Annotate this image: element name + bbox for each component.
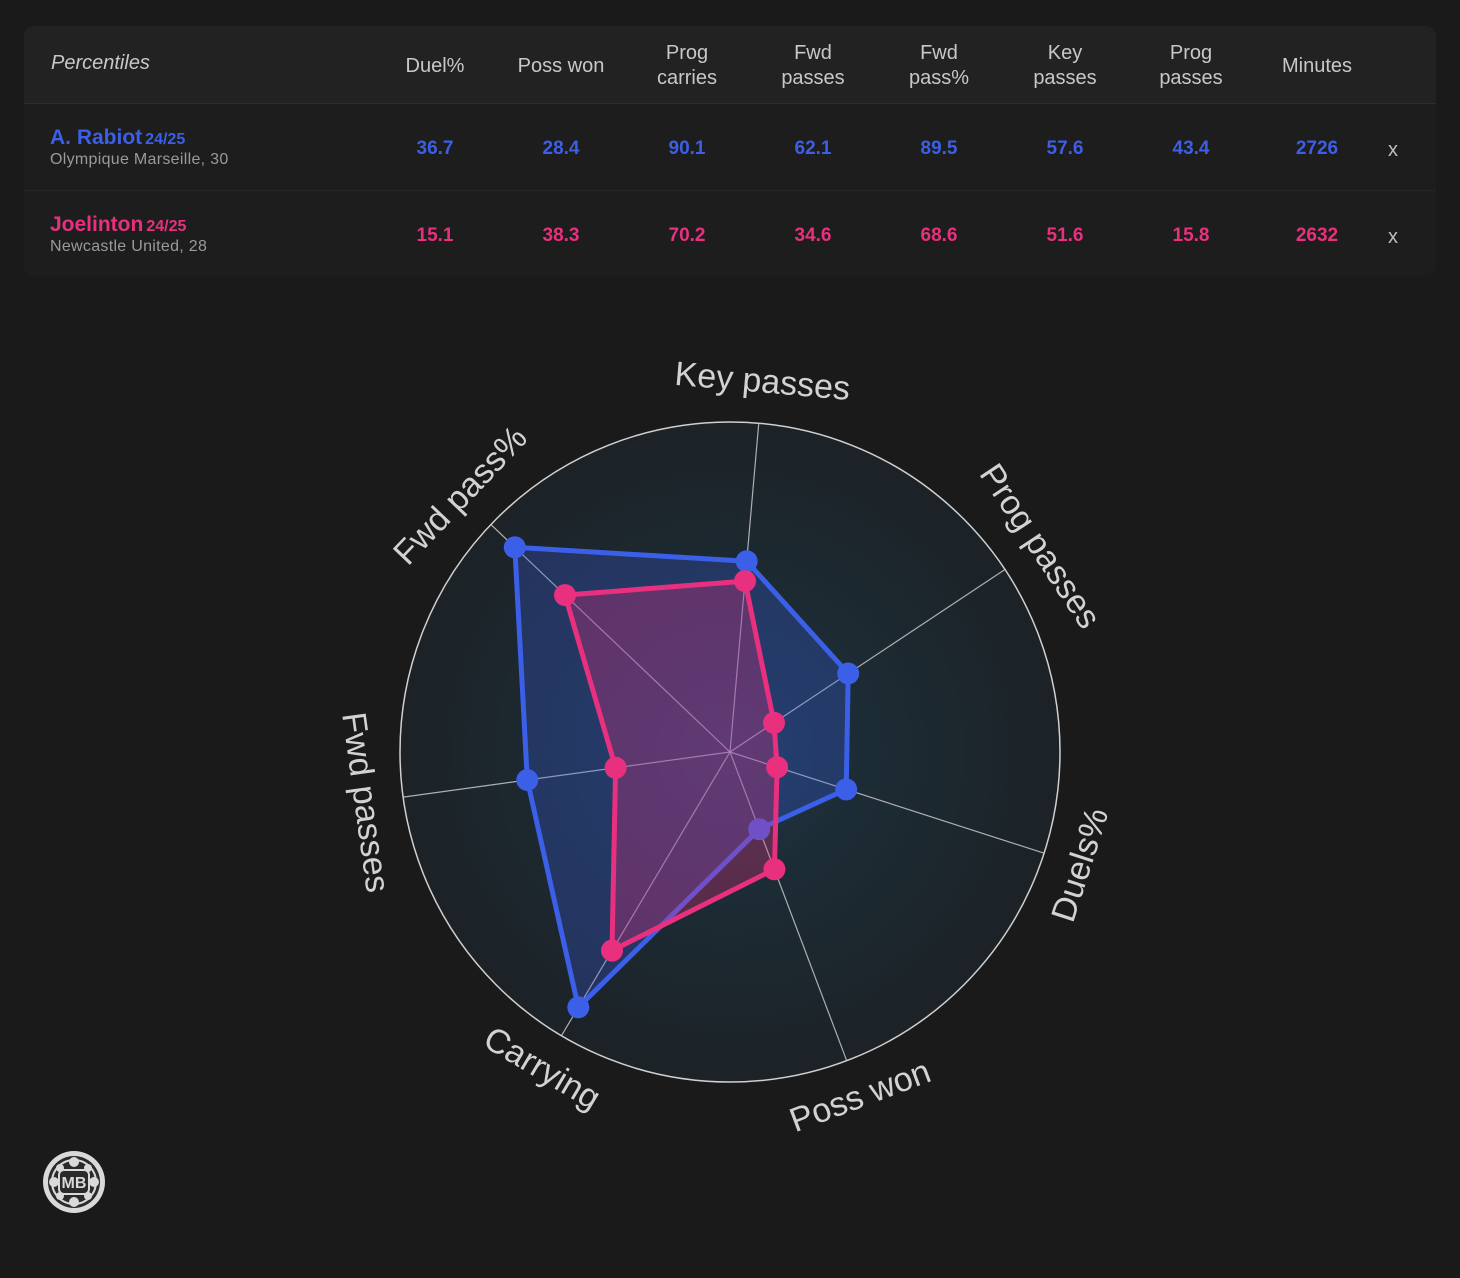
radar-point[interactable] [835, 778, 858, 801]
column-duel-pct[interactable]: Duel% [405, 54, 465, 77]
table-header: Percentiles Duel% Poss won Prog carries … [24, 26, 1436, 104]
value-prog-passes: 15.8 [1172, 225, 1210, 246]
column-poss-won[interactable]: Poss won [517, 54, 605, 77]
radar-series [503, 536, 860, 1019]
player-season: 24/25 [145, 131, 186, 148]
remove-player-button[interactable]: x [1388, 226, 1398, 248]
radar-point[interactable] [763, 711, 785, 734]
radar-spoke [490, 524, 731, 753]
radar-point[interactable] [837, 662, 860, 685]
remove-player-button[interactable]: x [1388, 139, 1398, 161]
value-duel-pct: 36.7 [416, 138, 454, 159]
value-duel-pct: 15.1 [416, 225, 454, 246]
radar-point[interactable] [763, 858, 786, 881]
table-row: Joelinton 24/25 Newcastle United, 28 15.1… [24, 191, 1436, 277]
value-poss-won: 28.4 [542, 138, 580, 159]
table-row: A. Rabiot 24/25 Olympique Marseille, 30 3… [24, 104, 1436, 191]
table-title: Percentiles [51, 52, 150, 74]
column-fwd-pass-pct[interactable]: Fwd pass% [908, 42, 970, 89]
player-season: 24/25 [146, 218, 187, 235]
value-prog-carries: 70.2 [668, 225, 706, 246]
column-minutes[interactable]: Minutes [1281, 54, 1353, 77]
radar-point[interactable] [766, 756, 789, 779]
player-name[interactable]: A. Rabiot 24/25 [50, 126, 185, 150]
player-name[interactable]: Joelinton 24/25 [50, 213, 186, 237]
radar-series-1 [503, 536, 860, 1019]
value-prog-passes: 43.4 [1172, 138, 1210, 159]
radar-spoke [560, 751, 731, 1037]
player-team: Olympique Marseille, 30 [50, 151, 229, 168]
player-name-text: A. Rabiot [50, 126, 143, 149]
value-prog-carries: 90.1 [668, 138, 706, 159]
value-fwd-pass-pct: 89.5 [920, 138, 958, 159]
column-prog-carries[interactable]: Prog carries [656, 42, 717, 89]
value-key-passes: 57.6 [1046, 138, 1084, 159]
radar-point[interactable] [735, 550, 758, 573]
logo-text: MB [62, 1175, 87, 1192]
mb-logo-icon: MB [43, 1151, 105, 1213]
column-prog-passes[interactable]: Prog passes [1159, 42, 1223, 89]
value-key-passes: 51.6 [1046, 225, 1084, 246]
radar-axis-label: Duels% [1044, 803, 1116, 926]
radar-axis-label: Key passes [673, 355, 851, 408]
radar-series-2 [554, 570, 789, 962]
column-fwd-passes[interactable]: Fwd passes [781, 42, 845, 89]
radar-point[interactable] [604, 756, 627, 779]
radar-point[interactable] [554, 584, 576, 607]
radar-spoke [729, 751, 848, 1061]
value-fwd-passes: 34.6 [794, 225, 832, 246]
value-poss-won: 38.3 [542, 225, 580, 246]
value-fwd-passes: 62.1 [794, 138, 832, 159]
radar-point[interactable] [567, 996, 590, 1019]
radar-spoke [403, 751, 731, 798]
value-fwd-pass-pct: 68.6 [920, 225, 958, 246]
column-key-passes[interactable]: Key passes [1033, 42, 1097, 89]
percentile-table: Percentiles Duel% Poss won Prog carries … [24, 26, 1436, 276]
radar-point[interactable] [601, 939, 623, 962]
value-minutes: 2726 [1295, 138, 1339, 159]
radar-point[interactable] [516, 769, 539, 791]
radar-point[interactable] [748, 818, 771, 841]
player-name-text: Joelinton [50, 213, 144, 236]
radar-point[interactable] [503, 536, 526, 559]
radar-point[interactable] [734, 570, 756, 593]
radar-series-polygon [512, 544, 851, 1010]
value-minutes: 2632 [1295, 225, 1339, 246]
player-team: Newcastle United, 28 [50, 238, 208, 255]
radar-axis-label: Fwd passes [334, 710, 396, 895]
